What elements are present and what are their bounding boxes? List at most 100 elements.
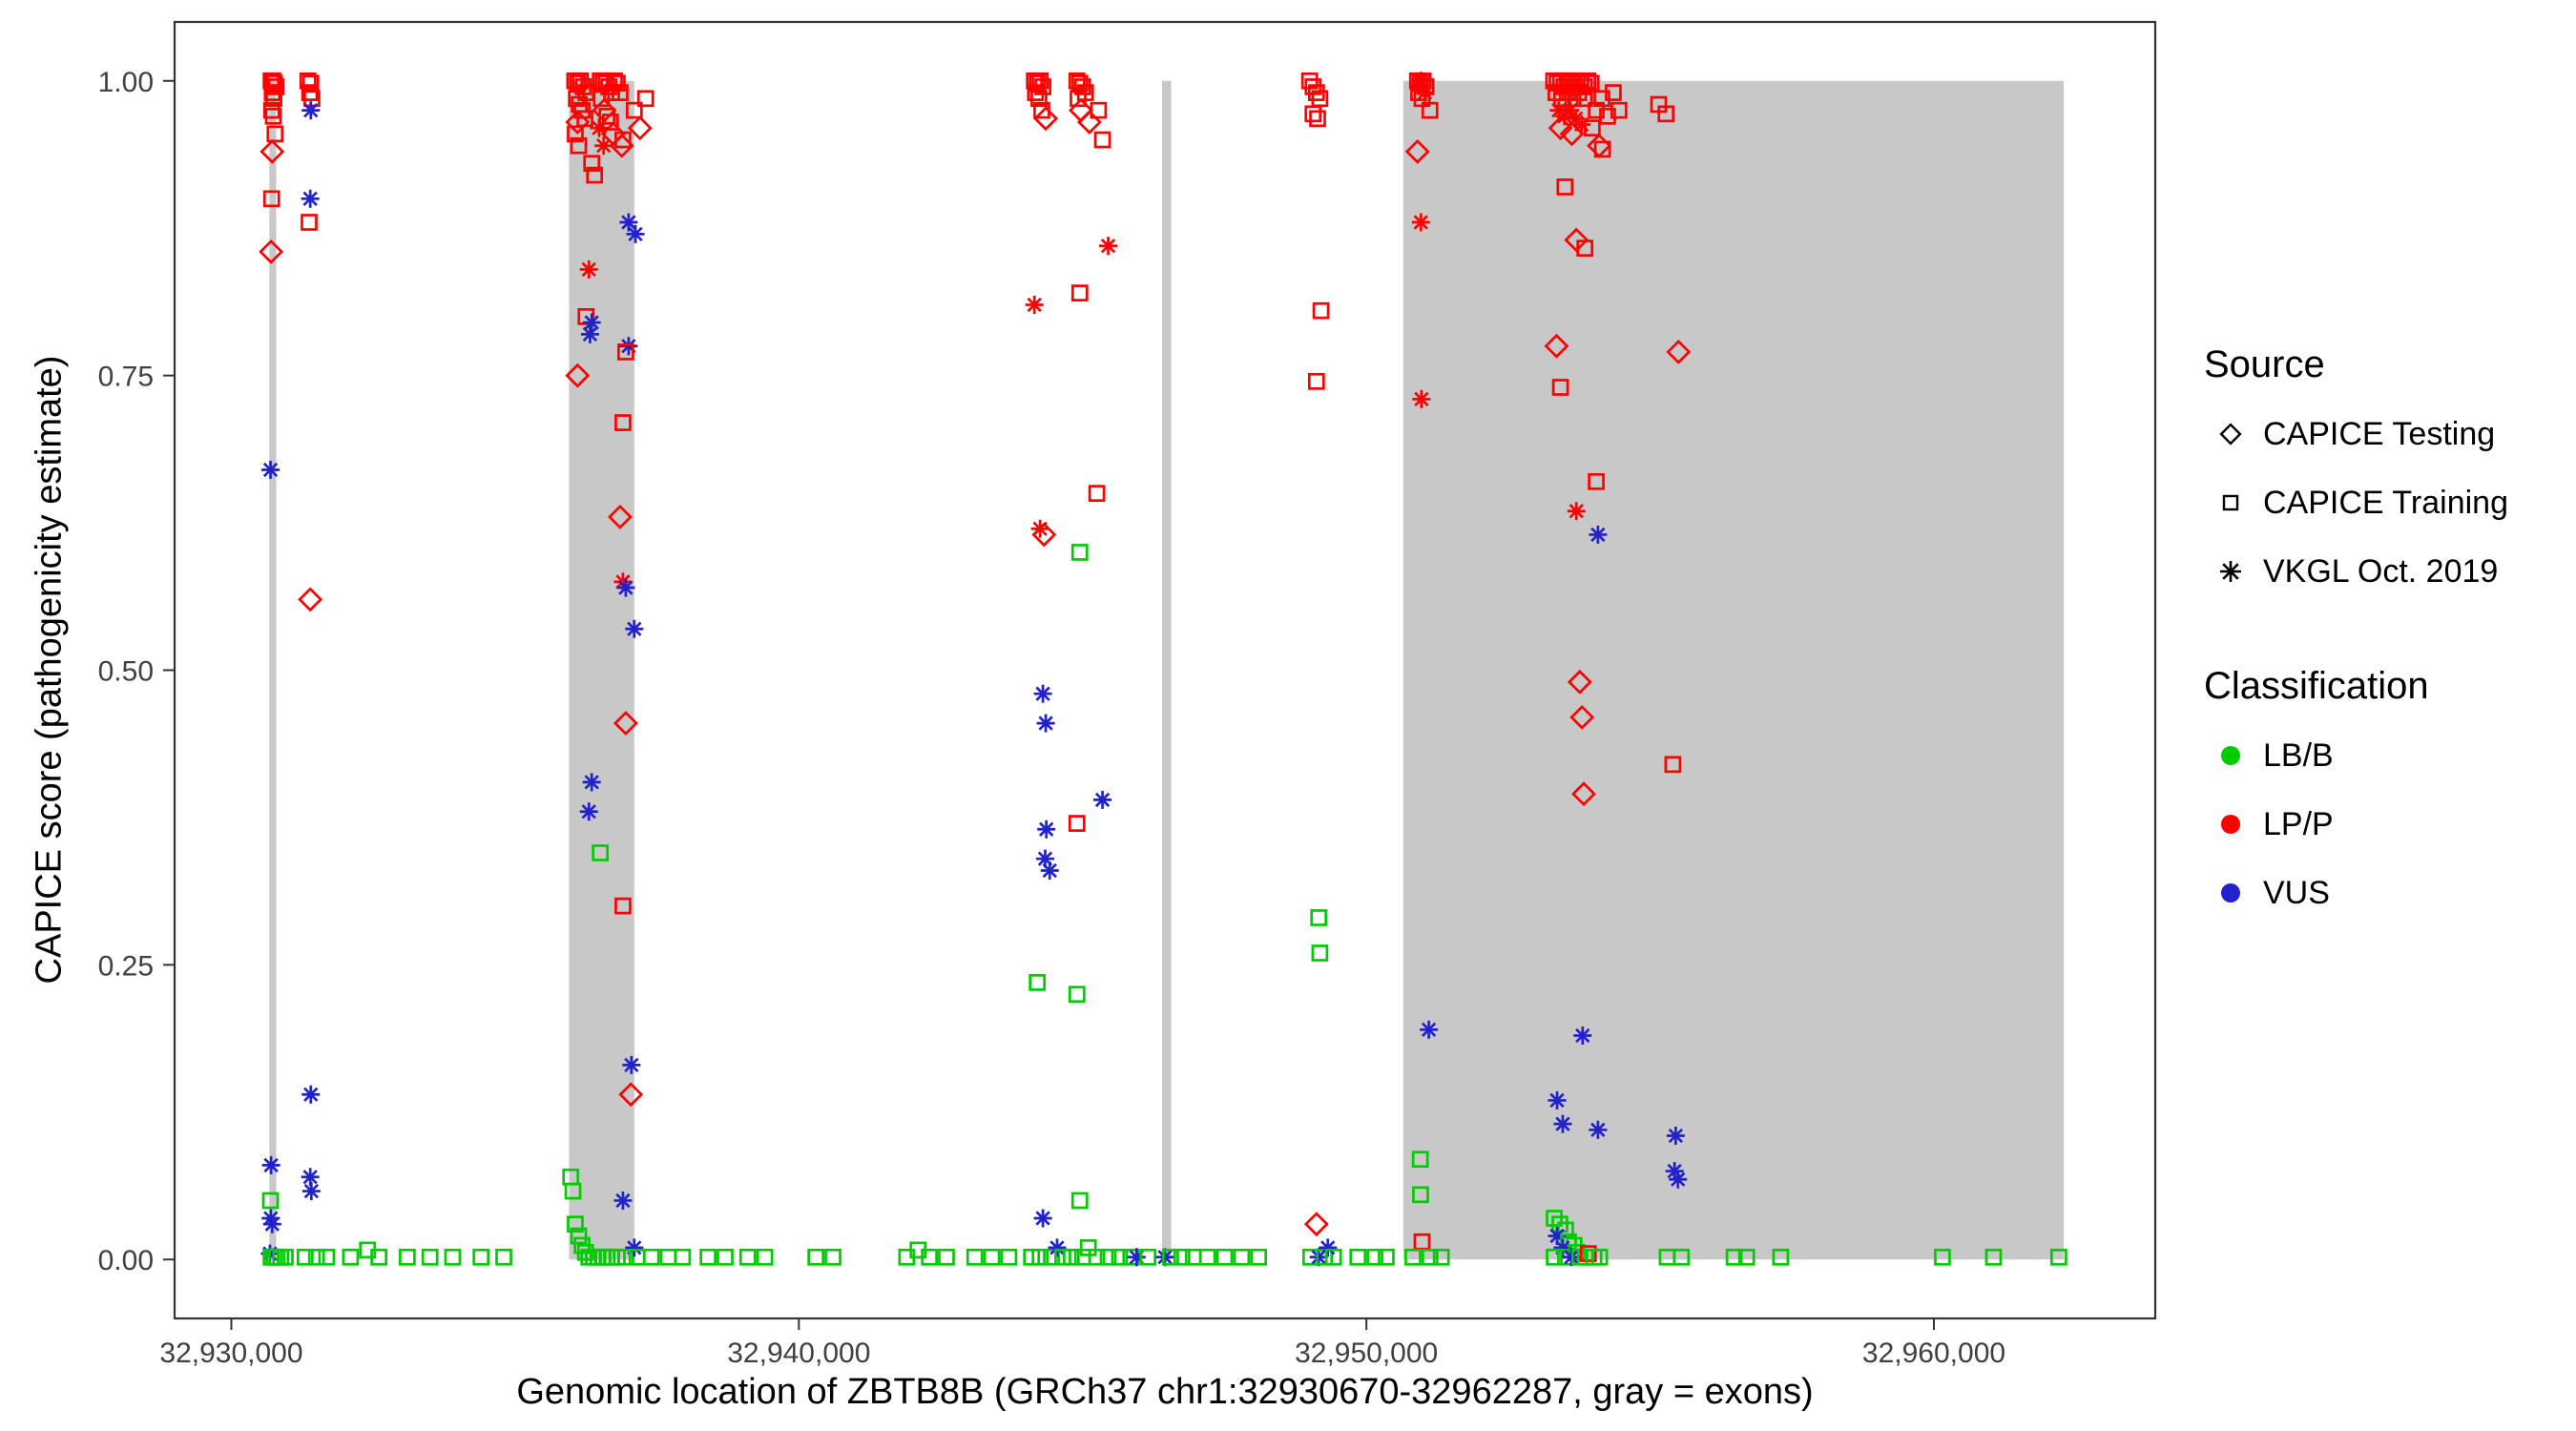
diamond-icon	[2213, 417, 2248, 451]
scatter-point-square	[1088, 1248, 1106, 1266]
scatter-point-diamond	[1564, 227, 1589, 253]
x-axis-title: Genomic location of ZBTB8B (GRCh37 chr1:…	[516, 1372, 1814, 1412]
asterisk-icon	[2213, 554, 2248, 589]
scatter-point-square	[1772, 1248, 1790, 1266]
scatter-point-square	[318, 1248, 336, 1266]
scatter-point-square	[583, 155, 601, 173]
scatter-point-square	[1307, 372, 1325, 390]
scatter-point-square	[570, 136, 588, 155]
scatter-point-asterisk	[625, 1238, 644, 1257]
scatter-point-asterisk	[579, 802, 598, 821]
scatter-point-square	[1584, 119, 1601, 137]
scatter-point-square	[1070, 284, 1089, 302]
scatter-point-square	[717, 1248, 734, 1266]
scatter-point-square	[299, 72, 317, 90]
scatter-point-square	[1984, 1248, 2003, 1266]
scatter-point-diamond	[1544, 333, 1569, 359]
legend-item-lpp: LP/P	[2204, 790, 2566, 859]
scatter-point-square	[1411, 1151, 1429, 1169]
scatter-point-asterisk	[582, 313, 601, 332]
scatter-point-asterisk	[1037, 819, 1056, 839]
scatter-point-asterisk	[1415, 83, 1434, 102]
legend-label-lpp: LP/P	[2263, 805, 2334, 842]
scatter-point-square	[966, 1248, 984, 1266]
scatter-point-square	[564, 1182, 582, 1200]
scatter-point-square	[1093, 131, 1111, 149]
scatter-point-square	[301, 214, 318, 231]
scatter-point-asterisk	[1033, 1209, 1052, 1228]
scatter-point-square	[1111, 1248, 1129, 1266]
scatter-point-square	[738, 1248, 757, 1266]
scatter-point-diamond	[1033, 106, 1059, 132]
scatter-point-asterisk	[1033, 684, 1052, 703]
scatter-point-square	[606, 72, 623, 90]
exon-region	[569, 80, 634, 1260]
scatter-point-square	[1546, 1248, 1563, 1266]
scatter-point-asterisk	[1669, 1170, 1688, 1189]
scatter-point-asterisk	[579, 259, 598, 279]
scatter-point-square	[1043, 1248, 1060, 1266]
scatter-point-square	[296, 1248, 314, 1266]
scatter-point-asterisk	[1099, 237, 1118, 256]
scatter-point-asterisk	[1411, 213, 1430, 232]
scatter-point-square	[1198, 1248, 1216, 1266]
scatter-point-square	[1233, 1248, 1251, 1266]
scatter-point-square	[1378, 1248, 1395, 1266]
scatter-point-diamond	[298, 587, 323, 612]
scatter-point-square	[983, 1248, 1001, 1266]
scatter-point-square	[612, 84, 629, 101]
scatter-point-square	[342, 1248, 360, 1266]
scatter-point-square	[1070, 1192, 1089, 1210]
scatter-point-square	[444, 1248, 462, 1266]
scatter-point-square	[614, 897, 632, 915]
scatter-point-square	[277, 1248, 294, 1266]
scatter-point-square	[625, 101, 643, 119]
scatter-point-square	[617, 343, 634, 361]
scatter-point-square	[586, 166, 604, 184]
scatter-point-square	[1576, 239, 1594, 258]
legend-item-vkgl: VKGL Oct. 2019	[2204, 537, 2566, 606]
scatter-point-square	[642, 1248, 660, 1266]
scatter-point-square	[699, 1248, 717, 1266]
legend: Source CAPICE Testing CAPICE Training	[2204, 343, 2566, 927]
scatter-point-square	[674, 1248, 692, 1266]
scatter-point-square	[1070, 544, 1089, 561]
legend-item-vus: VUS	[2204, 859, 2566, 927]
scatter-point-square	[1054, 1248, 1071, 1266]
scatter-point-square	[472, 1248, 490, 1266]
scatter-point-asterisk	[580, 324, 599, 343]
scatter-point-asterisk	[1548, 1090, 1567, 1110]
scatter-point-asterisk	[613, 1191, 633, 1210]
legend-label-vus: VUS	[2263, 874, 2330, 911]
scatter-point-asterisk	[301, 1085, 321, 1104]
scatter-point-asterisk	[622, 1055, 641, 1074]
scatter-point-square	[1568, 1243, 1586, 1261]
scatter-point-square	[1737, 1248, 1755, 1266]
scatter-point-square	[421, 1248, 439, 1266]
scatter-point-square	[495, 1248, 512, 1266]
scatter-point-asterisk	[594, 136, 613, 156]
scatter-point-square	[592, 844, 609, 861]
scatter-point-asterisk	[261, 460, 280, 479]
scatter-point-square	[1556, 178, 1574, 196]
exon-region	[269, 80, 277, 1260]
legend-classification: Classification LB/B LP/P	[2204, 665, 2566, 927]
scatter-point-asterisk	[1036, 714, 1055, 733]
scatter-point-asterisk	[1666, 1127, 1685, 1146]
legend-label-lbb: LB/B	[2263, 736, 2334, 774]
scatter-point-square	[370, 1248, 387, 1266]
scatter-point-asterisk	[1040, 861, 1059, 881]
scatter-point-diamond	[259, 238, 284, 264]
scatter-point-square	[1672, 1248, 1691, 1266]
scatter-point-asterisk	[625, 619, 644, 638]
scatter-point-square	[1610, 101, 1628, 119]
scatter-point-square	[921, 1248, 938, 1266]
scatter-point-square	[592, 90, 611, 108]
scatter-point-square	[1312, 301, 1330, 320]
scatter-point-square	[1421, 101, 1439, 119]
scatter-point-asterisk	[1553, 1114, 1572, 1133]
scatter-point-diamond	[565, 110, 591, 135]
scatter-point-square	[1099, 1248, 1117, 1266]
scatter-point-square	[399, 1248, 416, 1266]
